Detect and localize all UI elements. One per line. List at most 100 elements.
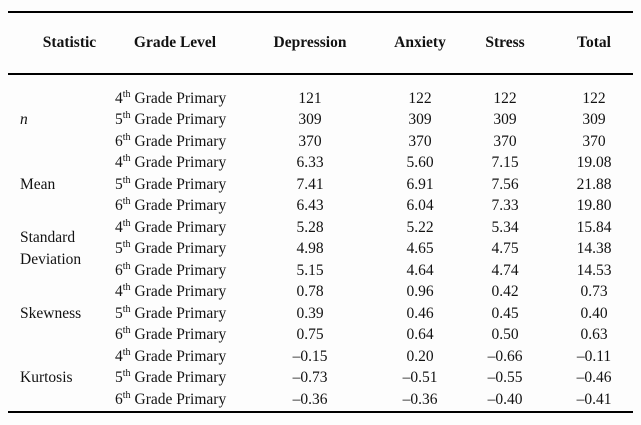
value-cell-stress: 0.45 [491,304,519,322]
grade-level-cell: 4th Grade Primary [115,282,235,304]
column-header-anxiety: Anxiety [385,12,455,75]
table-row: Skewness 4th Grade Primary 0.78 0.96 0.42… [8,282,633,322]
value-cell-depression: 370 [298,132,322,150]
table-row: 5th Grade Primary –0.73 –0.51 –0.55 –0.46 [8,368,633,390]
table-row: Kurtosis 4th Grade Primary –0.15 0.20 –0.… [8,346,633,386]
grade-ordinal-suffix: th [122,282,131,294]
value-cell-anxiety: –0.36 [402,390,438,408]
stat-label-n: n [8,88,115,153]
grade-number: 5 [115,240,123,258]
grade-ordinal-suffix: th [122,110,131,122]
value-cell-stress: 309 [493,111,517,129]
grade-level-cell: 6th Grade Primary [115,389,235,412]
grade-number: 4 [115,283,123,301]
table-row: Mean 4th Grade Primary 6.33 5.60 7.15 19.… [8,153,633,193]
grade-level-cell: 5th Grade Primary [115,368,235,390]
table-body: n 4th Grade Primary 121 122 122 122 5th Gr… [8,74,633,412]
grade-ordinal-suffix: th [122,131,131,143]
value-cell-anxiety: 4.64 [406,261,434,279]
grade-number: 4 [115,347,123,365]
value-cell-total: –0.11 [576,347,612,365]
grade-number: 6 [115,197,123,215]
column-header-statistic: Statistic [8,12,115,75]
value-cell-depression: 309 [298,111,322,129]
table-row: 6th Grade Primary 5.15 4.64 4.74 14.53 [8,260,633,282]
table-row: 6th Grade Primary 0.75 0.64 0.50 0.63 [8,325,633,347]
stat-label-kurtosis: Kurtosis [20,369,73,387]
grade-ordinal-suffix: th [122,217,131,229]
value-cell-total: 0.40 [580,304,608,322]
grade-number: 6 [115,390,123,408]
grade-label: Grade Primary [134,390,227,408]
column-header-grade-level: Grade Level [115,12,235,75]
value-cell-total: 309 [582,111,606,129]
grade-label: Grade Primary [134,261,227,279]
grade-level-cell: 6th Grade Primary [115,260,235,282]
grade-number: 5 [115,175,123,193]
grade-ordinal-suffix: th [122,153,131,165]
grade-level-cell: 5th Grade Primary [115,303,235,325]
grade-number: 6 [115,132,123,150]
grade-ordinal-suffix: th [122,196,131,208]
grade-label: Grade Primary [134,304,227,322]
value-cell-stress: 0.50 [491,326,519,344]
value-cell-stress: 7.15 [491,154,519,172]
grade-label: Grade Primary [134,218,227,236]
column-header-stress: Stress [455,12,555,75]
value-cell-anxiety: 0.96 [406,283,434,301]
grade-label: Grade Primary [134,197,227,215]
value-cell-anxiety: 0.64 [406,326,434,344]
grade-number: 6 [115,326,123,344]
grade-level-cell: 5th Grade Primary [115,110,235,132]
value-cell-total: 122 [582,89,606,107]
value-cell-anxiety: 6.04 [406,197,434,215]
value-cell-anxiety: 5.60 [406,154,434,172]
grade-level-cell: 4th Grade Primary [115,346,235,368]
header-row: Statistic Grade Level Depression Anxiety… [8,12,633,75]
value-cell-anxiety: 0.46 [406,304,434,322]
value-cell-stress: 4.74 [491,261,519,279]
column-header-total: Total [555,12,633,75]
grade-label: Grade Primary [134,89,227,107]
grade-number: 4 [115,89,123,107]
table-row: 6th Grade Primary –0.36 –0.36 –0.40 –0.41 [8,389,633,412]
value-cell-stress: 7.56 [491,175,519,193]
value-cell-total: 14.53 [576,261,612,279]
value-cell-anxiety: 122 [408,89,432,107]
grade-number: 5 [115,304,123,322]
grade-label: Grade Primary [134,283,227,301]
value-cell-stress: 4.75 [491,240,519,258]
value-cell-depression: 4.98 [296,240,324,258]
grade-label: Grade Primary [134,154,227,172]
stat-label-mean: Mean [20,175,56,193]
value-cell-anxiety: 370 [408,132,432,150]
table-row: 5th Grade Primary 0.39 0.46 0.45 0.40 [8,303,633,325]
stat-label-skewness: Skewness [20,304,82,322]
value-cell-total: –0.46 [576,369,612,387]
descriptive-statistics-table: Statistic Grade Level Depression Anxiety… [8,11,633,413]
value-cell-anxiety: 4.65 [406,240,434,258]
value-cell-depression: 0.39 [296,304,324,322]
table-row: Standard Deviation 4th Grade Primary 5.28… [8,217,633,268]
grade-ordinal-suffix: th [122,346,131,358]
grade-ordinal-suffix: th [122,325,131,337]
value-cell-total: 0.73 [580,283,608,301]
grade-level-cell: 4th Grade Primary [115,153,235,175]
value-cell-depression: 5.15 [296,261,324,279]
value-cell-depression: 5.28 [296,218,324,236]
grade-number: 5 [115,369,123,387]
value-cell-anxiety: 0.20 [406,347,434,365]
value-cell-stress: 370 [493,132,517,150]
value-cell-depression: 0.78 [296,283,324,301]
grade-number: 6 [115,261,123,279]
value-cell-anxiety: 309 [408,111,432,129]
table-row: 6th Grade Primary 6.43 6.04 7.33 19.80 [8,196,633,218]
grade-level-cell: 5th Grade Primary [115,239,235,261]
value-cell-total: 19.08 [576,154,612,172]
value-cell-depression: 6.43 [296,197,324,215]
grade-label: Grade Primary [134,132,227,150]
grade-level-cell: 6th Grade Primary [115,325,235,347]
grade-label: Grade Primary [134,369,227,387]
value-cell-anxiety: –0.51 [402,369,438,387]
value-cell-depression: 7.41 [296,175,324,193]
